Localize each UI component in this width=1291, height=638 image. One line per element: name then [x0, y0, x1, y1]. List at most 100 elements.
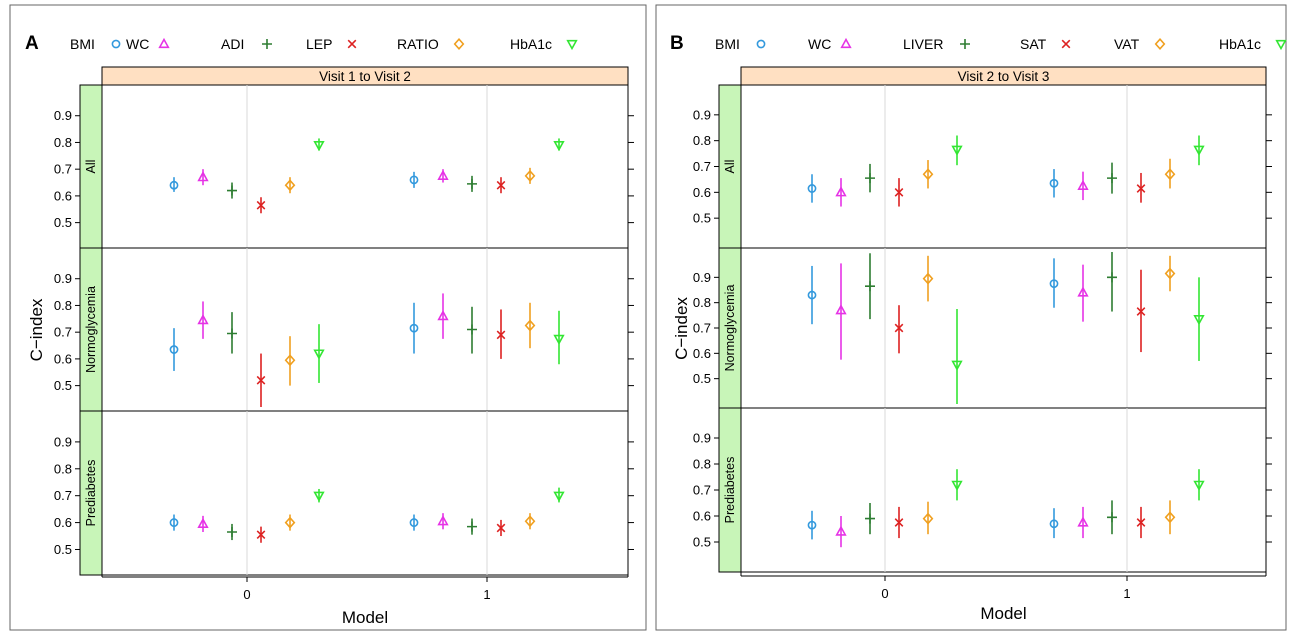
data-point — [553, 334, 565, 346]
data-point — [1164, 267, 1176, 280]
data-point — [835, 525, 847, 536]
legend-marker — [1154, 38, 1166, 50]
y-tick-label: 0.6 — [54, 515, 72, 530]
row-all: All 0.5 0.6 0.7 0.8 0.9 — [693, 84, 1272, 249]
y-tick-label: 0.7 — [693, 483, 711, 498]
data-point — [227, 185, 237, 196]
panel-b: B BMI WC LIVER SAT VAT HbA1c Visit 2 to Visit 3… — [655, 4, 1287, 631]
y-tick-label: 0.5 — [693, 371, 711, 386]
legend-marker — [1061, 39, 1071, 49]
plot-box — [101, 247, 629, 412]
data-point — [865, 513, 875, 524]
x-tick-label: 0 — [881, 586, 888, 601]
legend-marker — [756, 39, 766, 49]
row-label: Prediabetes — [723, 457, 737, 524]
data-point — [922, 272, 934, 285]
legend-label: HbA1c — [510, 36, 552, 52]
data-point — [951, 480, 963, 491]
y-tick-label: 0.8 — [693, 295, 711, 310]
panel-letter: A — [25, 33, 39, 54]
data-point — [553, 491, 565, 502]
data-point — [197, 517, 209, 529]
plot-box — [101, 410, 629, 576]
data-point — [1107, 512, 1117, 523]
data-point — [409, 323, 419, 333]
data-point — [1107, 272, 1117, 283]
y-tick-label: 0.9 — [54, 434, 72, 449]
data-point — [284, 354, 296, 367]
row-label: Normoglycemia — [723, 285, 737, 372]
data-point — [524, 515, 536, 528]
legend-label: VAT — [1114, 36, 1140, 52]
data-point — [1077, 179, 1089, 190]
y-tick-label: 0.9 — [54, 108, 72, 123]
data-point — [197, 313, 209, 325]
x-axis-title: Model — [342, 608, 388, 627]
row-all: All 0.5 0.6 0.7 0.8 0.9 — [54, 84, 634, 249]
legend-marker — [347, 39, 357, 49]
data-point — [313, 349, 325, 360]
row-normoglycemia: Normoglycemia 0.5 0.6 0.7 0.8 0.9 — [54, 247, 634, 412]
y-tick-label: 0.5 — [54, 378, 72, 393]
y-tick-label: 0.8 — [54, 461, 72, 476]
legend-label: LEP — [306, 36, 332, 52]
data-point — [1164, 168, 1176, 181]
data-point — [1049, 519, 1059, 529]
data-point — [467, 324, 477, 335]
legend-label: BMI — [70, 36, 95, 52]
y-axis-title: C−index — [672, 297, 691, 360]
data-point — [1193, 145, 1205, 156]
legend-marker — [111, 39, 121, 49]
data-point — [1077, 286, 1089, 297]
data-point — [169, 180, 179, 190]
plot-box — [740, 407, 1267, 573]
x-axis-title: Model — [980, 604, 1026, 623]
legend-label: WC — [126, 36, 149, 52]
y-axis-title: C−index — [27, 298, 46, 361]
y-tick-label: 0.5 — [54, 542, 72, 557]
y-tick-label: 0.9 — [54, 271, 72, 286]
data-point — [807, 290, 817, 300]
data-point — [1164, 511, 1176, 524]
y-tick-label: 0.6 — [54, 188, 72, 203]
data-point — [865, 173, 875, 184]
data-point — [922, 168, 934, 181]
y-tick-label: 0.8 — [54, 135, 72, 150]
data-point — [1049, 279, 1059, 289]
plot-box — [740, 247, 1267, 409]
data-point — [256, 375, 266, 385]
data-point — [467, 178, 477, 189]
row-label: All — [723, 160, 737, 174]
legend-marker — [960, 39, 970, 49]
data-point — [835, 186, 847, 197]
legend-label: ADI — [221, 36, 244, 52]
x-tick-label: 0 — [243, 587, 250, 602]
data-point — [1193, 315, 1205, 326]
data-point — [524, 169, 536, 182]
data-point — [467, 521, 477, 532]
data-point — [1049, 178, 1059, 188]
legend-label: LIVER — [903, 36, 943, 52]
row-prediabetes: Prediabetes 0.5 0.6 0.7 0.8 0.9 — [693, 407, 1272, 573]
y-tick-label: 0.5 — [693, 211, 711, 226]
y-tick-label: 0.8 — [693, 457, 711, 472]
data-point — [951, 145, 963, 156]
strip-title: Visit 2 to Visit 3 — [958, 69, 1050, 84]
data-point — [524, 319, 536, 332]
legend-marker — [262, 39, 272, 49]
y-tick-label: 0.6 — [693, 185, 711, 200]
legend-label: SAT — [1020, 36, 1047, 52]
data-point — [227, 328, 237, 339]
data-point — [169, 518, 179, 527]
data-point — [807, 184, 817, 193]
legend-label: WC — [808, 36, 831, 52]
data-point — [1193, 480, 1205, 491]
data-point — [922, 512, 934, 525]
y-tick-label: 0.5 — [693, 535, 711, 550]
x-tick-label: 1 — [1123, 586, 1130, 601]
y-tick-label: 0.8 — [693, 133, 711, 148]
x-tick-label: 1 — [483, 587, 490, 602]
data-point — [169, 345, 179, 354]
data-point — [256, 200, 266, 210]
data-point — [284, 179, 296, 192]
